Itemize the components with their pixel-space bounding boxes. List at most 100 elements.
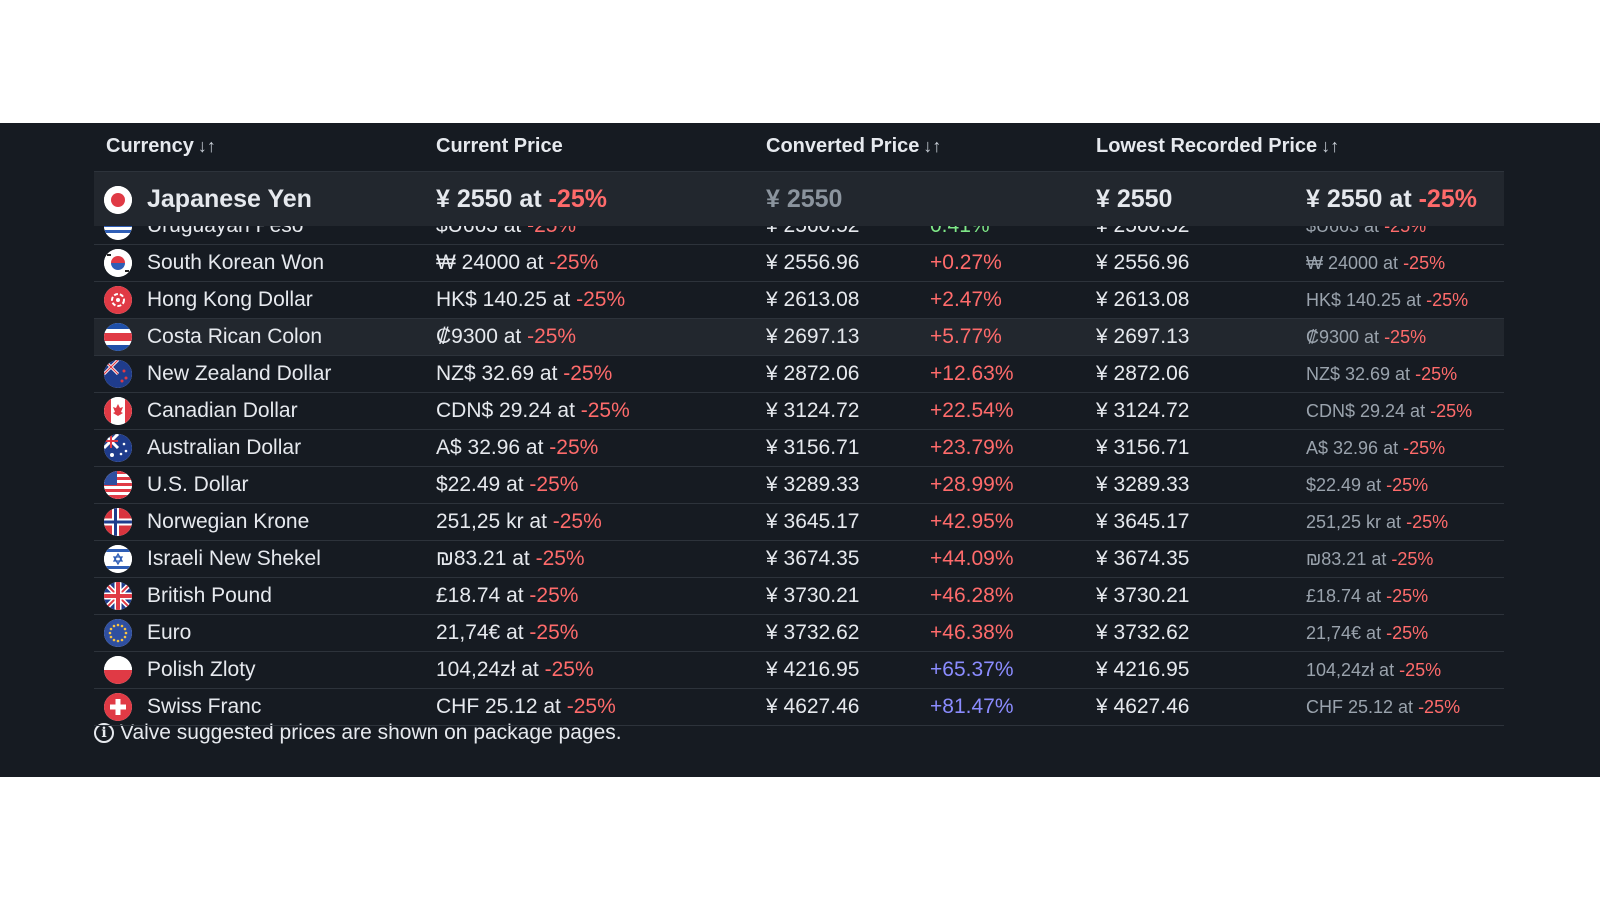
lowest-recorded-price-column-header[interactable]: Lowest Recorded Price ↓↑ bbox=[1096, 135, 1340, 157]
converted-price: ¥ 2550 bbox=[766, 185, 843, 213]
discount-badge: -25% bbox=[1399, 660, 1442, 680]
lowest-price-at: 104,24zł at -25% bbox=[1306, 660, 1442, 680]
price-difference: +81.47% bbox=[930, 695, 1014, 718]
flag-au-icon bbox=[104, 434, 132, 462]
table-row[interactable]: Israeli New Shekel ₪83.21 at -25% ¥ 3674.3… bbox=[94, 541, 1504, 578]
table-row[interactable]: Norwegian Krone 251,25 kr at -25% ¥ 3645.1… bbox=[94, 504, 1504, 541]
footer-note-text: Valve suggested prices are shown on pack… bbox=[120, 721, 622, 744]
converted-price: ¥ 3124.72 bbox=[766, 399, 860, 422]
price-difference: +46.28% bbox=[930, 584, 1014, 607]
price-difference: +0.27% bbox=[930, 251, 1002, 274]
discount-badge: -25% bbox=[552, 510, 602, 533]
lowest-price: ¥ 2697.13 bbox=[1096, 325, 1190, 348]
converted-price-column-header[interactable]: Converted Price ↓↑ bbox=[766, 135, 942, 157]
currency-name: Israeli New Shekel bbox=[147, 547, 321, 570]
lowest-price: ¥ 4627.46 bbox=[1096, 695, 1190, 718]
lowest-price-at: 21,74€ at -25% bbox=[1306, 623, 1429, 643]
lowest-price-at: CDN$ 29.24 at -25% bbox=[1306, 401, 1473, 421]
currency-column-header[interactable]: Currency ↓↑ bbox=[106, 135, 216, 157]
lowest-price-at: $22.49 at -25% bbox=[1306, 475, 1429, 495]
table-row[interactable]: Canadian Dollar CDN$ 29.24 at -25% ¥ 3124.… bbox=[94, 393, 1504, 430]
info-icon: i bbox=[94, 723, 114, 743]
discount-badge: -25% bbox=[1386, 475, 1429, 495]
current-price: ¥ 2550 at -25% bbox=[436, 185, 607, 213]
flag-nz-icon bbox=[104, 360, 132, 388]
discount-badge: -25% bbox=[566, 695, 616, 718]
sort-icon[interactable]: ↓↑ bbox=[923, 136, 942, 156]
lowest-price: ¥ 2872.06 bbox=[1096, 362, 1190, 385]
lowest-price-at: CHF 25.12 at -25% bbox=[1306, 697, 1461, 717]
table-row[interactable]: Costa Rican Colon ₡9300 at -25% ¥ 2697.13 +… bbox=[94, 319, 1504, 356]
converted-price: ¥ 3289.33 bbox=[766, 473, 860, 496]
lowest-price-at: 251,25 kr at -25% bbox=[1306, 512, 1449, 532]
table-row[interactable]: New Zealand Dollar NZ$ 32.69 at -25% ¥ 287… bbox=[94, 356, 1504, 393]
lowest-price: ¥ 2556.96 bbox=[1096, 251, 1190, 274]
currency-name: Polish Zloty bbox=[147, 658, 256, 681]
table-row[interactable]: Polish Zloty 104,24zł at -25% ¥ 4216.95 +65… bbox=[94, 652, 1504, 689]
converted-price: ¥ 4216.95 bbox=[766, 658, 860, 681]
currency-name: Norwegian Krone bbox=[147, 510, 310, 533]
converted-price: ¥ 2613.08 bbox=[766, 288, 860, 311]
discount-badge: -25% bbox=[535, 547, 585, 570]
discount-badge: -25% bbox=[1386, 623, 1429, 643]
price-difference: +2.47% bbox=[930, 288, 1002, 311]
discount-badge: -25% bbox=[529, 584, 579, 607]
price-difference: +5.77% bbox=[930, 325, 1002, 348]
currency-name: Hong Kong Dollar bbox=[147, 288, 313, 311]
flag-pl-icon bbox=[104, 656, 132, 684]
table-row[interactable]: South Korean Won ₩ 24000 at -25% ¥ 2556.96… bbox=[94, 245, 1504, 282]
sort-icon[interactable]: ↓↑ bbox=[197, 136, 216, 156]
table-row[interactable]: U.S. Dollar $22.49 at -25% ¥ 3289.33 +28.99… bbox=[94, 467, 1504, 504]
discount-badge: -25% bbox=[1403, 438, 1446, 458]
price-difference: +42.95% bbox=[930, 510, 1014, 533]
table-row[interactable]: Euro 21,74€ at -25% ¥ 3732.62 +46.38% ¥ 3732… bbox=[94, 615, 1504, 652]
lowest-price-at: A$ 32.96 at -25% bbox=[1306, 438, 1446, 458]
table-row[interactable]: Hong Kong Dollar HK$ 140.25 at -25% ¥ 2613… bbox=[94, 282, 1504, 319]
discount-badge: -25% bbox=[544, 658, 594, 681]
discount-badge: -25% bbox=[549, 436, 599, 459]
lowest-price: ¥ 3674.35 bbox=[1096, 547, 1190, 570]
current-price: 21,74€ at -25% bbox=[436, 621, 579, 644]
lowest-price-at: £18.74 at -25% bbox=[1306, 586, 1429, 606]
current-price: CHF 25.12 at -25% bbox=[436, 695, 616, 718]
lowest-price: ¥ 2550 bbox=[1096, 185, 1173, 213]
flag-ch-icon bbox=[104, 693, 132, 721]
current-price: 251,25 kr at -25% bbox=[436, 510, 602, 533]
price-difference: +12.63% bbox=[930, 362, 1014, 385]
lowest-price: ¥ 3732.62 bbox=[1096, 621, 1190, 644]
flag-cr-icon bbox=[104, 323, 132, 351]
price-difference: +44.09% bbox=[930, 547, 1014, 570]
currency-name: U.S. Dollar bbox=[147, 473, 249, 496]
discount-badge: -25% bbox=[548, 185, 607, 213]
sort-icon[interactable]: ↓↑ bbox=[1321, 136, 1340, 156]
discount-badge: -25% bbox=[576, 288, 626, 311]
table-row[interactable]: Australian Dollar A$ 32.96 at -25% ¥ 3156.… bbox=[94, 430, 1504, 467]
footer-note: i Valve suggested prices are shown on pa… bbox=[94, 721, 622, 745]
lowest-price-at: HK$ 140.25 at -25% bbox=[1306, 290, 1469, 310]
price-difference: +23.79% bbox=[930, 436, 1014, 459]
pinned-row-japanese-yen[interactable]: Japanese Yen ¥ 2550 at -25% ¥ 2550 ¥ 255… bbox=[94, 172, 1504, 226]
currency-name: Japanese Yen bbox=[147, 185, 312, 213]
table-row[interactable]: Swiss Franc CHF 25.12 at -25% ¥ 4627.46 +81… bbox=[94, 689, 1504, 726]
converted-price: ¥ 3645.17 bbox=[766, 510, 860, 533]
discount-badge: -25% bbox=[1430, 401, 1473, 421]
price-difference: +22.54% bbox=[930, 399, 1014, 422]
flag-gb-icon bbox=[104, 582, 132, 610]
flag-jp-icon bbox=[104, 186, 132, 214]
lowest-price: ¥ 3289.33 bbox=[1096, 473, 1190, 496]
lowest-price: ¥ 4216.95 bbox=[1096, 658, 1190, 681]
table-row[interactable]: British Pound £18.74 at -25% ¥ 3730.21 +46.… bbox=[94, 578, 1504, 615]
converted-price: ¥ 4627.46 bbox=[766, 695, 860, 718]
converted-price: ¥ 3732.62 bbox=[766, 621, 860, 644]
converted-price: ¥ 2872.06 bbox=[766, 362, 860, 385]
discount-badge: -25% bbox=[563, 362, 613, 385]
discount-badge: -25% bbox=[1418, 697, 1461, 717]
discount-badge: -25% bbox=[529, 473, 579, 496]
discount-badge: -25% bbox=[529, 621, 579, 644]
discount-badge: -25% bbox=[1386, 586, 1429, 606]
discount-badge: -25% bbox=[1415, 364, 1458, 384]
price-difference: +46.38% bbox=[930, 621, 1014, 644]
price-panel: Currency ↓↑ Current Price Converted Price… bbox=[0, 123, 1600, 777]
lowest-price: ¥ 3156.71 bbox=[1096, 436, 1190, 459]
flag-hk-icon bbox=[104, 286, 132, 314]
